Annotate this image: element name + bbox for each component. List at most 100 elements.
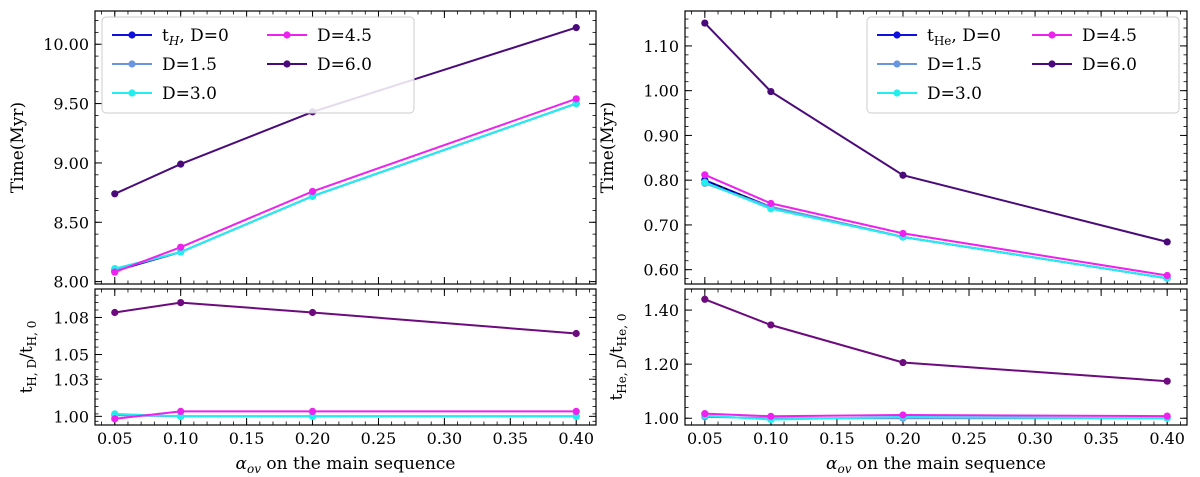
y-tick-label: 9.00	[53, 154, 89, 173]
y-tick-label: 0.80	[643, 171, 679, 190]
data-point	[572, 412, 580, 420]
data-point	[899, 411, 907, 419]
y-tick-label: 1.10	[643, 37, 679, 56]
legend-label: D=3.0	[927, 84, 982, 104]
legend-label: D=4.5	[317, 26, 372, 46]
data-point	[701, 19, 709, 27]
data-point	[767, 199, 775, 208]
y-axis-label: tH, D/tH, 0	[17, 321, 39, 394]
y-tick-label: 0.60	[643, 261, 679, 280]
y-axis-label: Time(Myr)	[598, 102, 618, 193]
legend-marker	[1048, 60, 1056, 68]
data-point	[767, 412, 775, 420]
legend-marker	[893, 89, 901, 97]
x-tick-label: 0.35	[1083, 429, 1119, 448]
data-point	[572, 95, 580, 103]
data-point	[701, 410, 709, 418]
x-tick-label: 0.35	[492, 429, 528, 448]
y-tick-label: 1.00	[643, 409, 679, 428]
data-point	[308, 308, 317, 317]
data-point	[177, 160, 185, 168]
series-line-d-6-0	[704, 298, 1168, 383]
data-point	[111, 268, 119, 276]
y-tick-label: 9.50	[53, 95, 89, 114]
data-point	[701, 178, 709, 187]
axes-frame	[684, 288, 1188, 426]
legend: tHe, D=0 D=1.5 D=3.0 D=4.5 D=6.0	[866, 16, 1180, 114]
series-line-d-6-0	[704, 22, 1168, 243]
legend-label: D=1.5	[927, 55, 982, 75]
x-tick-label: 0.30	[1017, 429, 1053, 448]
legend-marker	[128, 89, 136, 97]
data-point	[572, 24, 580, 32]
legend-marker	[893, 31, 901, 39]
data-point	[111, 415, 119, 423]
legend-label: D=6.0	[317, 55, 372, 75]
data-point	[899, 171, 907, 179]
reference-dashed-line	[704, 179, 1168, 279]
data-point	[572, 329, 580, 338]
axes-frame	[94, 10, 597, 285]
x-tick-label: 0.25	[951, 429, 987, 448]
legend-box	[866, 16, 1180, 114]
legend: tH, D=0 D=1.5 D=3.0 D=4.5 D=6.0	[101, 16, 415, 114]
series-line-d-3-0	[704, 414, 1168, 421]
panel-top-left: 8.00 8.50 9.00 9.50 10.00 Time(Myr) tH, D=0 D=1…	[8, 10, 597, 292]
x-tick-label: 0.05	[97, 429, 133, 448]
series-line-d-4-5	[114, 410, 577, 420]
legend-marker	[893, 60, 901, 68]
data-point	[1163, 271, 1171, 280]
series-line-d-4-5	[114, 97, 577, 274]
data-point	[701, 295, 709, 303]
series-line-d-6-0	[114, 26, 577, 195]
x-tick-label: 0.40	[558, 429, 594, 448]
y-tick-label: 8.50	[53, 213, 89, 232]
y-tick-label: 0.70	[643, 216, 679, 235]
series-line-d-3-0	[704, 181, 1168, 280]
x-tick-label: 0.30	[427, 429, 463, 448]
data-point	[177, 243, 185, 251]
data-point	[111, 190, 119, 198]
x-tick-label: 0.20	[295, 429, 331, 448]
y-tick-label: 1.08	[53, 308, 89, 327]
y-axis-label: tHe, D/tHe, 0	[607, 313, 629, 400]
legend-box	[101, 16, 415, 114]
data-point	[1163, 238, 1171, 246]
data-point	[111, 410, 119, 418]
x-tick-label: 0.10	[753, 429, 789, 448]
data-point	[767, 87, 775, 96]
data-point	[1163, 377, 1171, 385]
panel-top-right: 0.60 0.70 0.80 0.90 1.00 1.10 Time(Myr) tHe, D=…	[598, 10, 1188, 285]
legend-marker	[128, 31, 136, 39]
series-line-d-4-5	[704, 173, 1168, 277]
axes-frame	[94, 288, 597, 426]
legend-label: tH, D=0	[162, 26, 229, 48]
data-point	[177, 412, 185, 420]
series-line-d-6-0	[114, 301, 577, 335]
legend-label: tHe, D=0	[927, 26, 1001, 48]
legend-label: D=1.5	[162, 55, 217, 75]
y-tick-label: 0.90	[643, 126, 679, 145]
data-point	[111, 308, 119, 317]
legend-marker	[128, 60, 136, 68]
data-point	[899, 229, 907, 238]
panel-bottom-right: 1.00 1.20 1.40 0.05 0.10 0.15 0.20 0.25 0.30 0.35…	[607, 288, 1188, 476]
data-point	[308, 412, 317, 420]
y-tick-label: 8.00	[53, 273, 89, 292]
x-axis-label: αov on the main sequence	[826, 454, 1046, 476]
x-tick-label: 0.15	[229, 429, 265, 448]
data-point	[572, 407, 580, 415]
x-tick-label: 0.15	[819, 429, 855, 448]
data-point	[177, 299, 185, 307]
y-tick-label: 10.00	[43, 35, 89, 54]
x-tick-label: 0.20	[885, 429, 921, 448]
x-tick-label: 0.05	[687, 429, 723, 448]
y-tick-label: 1.03	[53, 370, 89, 389]
legend-marker	[1048, 31, 1056, 39]
legend-label: D=4.5	[1082, 26, 1137, 46]
data-point	[1163, 412, 1171, 420]
x-tick-label: 0.25	[361, 429, 397, 448]
data-point	[308, 407, 317, 415]
y-tick-label: 1.40	[643, 301, 679, 320]
x-tick-label: 0.40	[1149, 429, 1185, 448]
